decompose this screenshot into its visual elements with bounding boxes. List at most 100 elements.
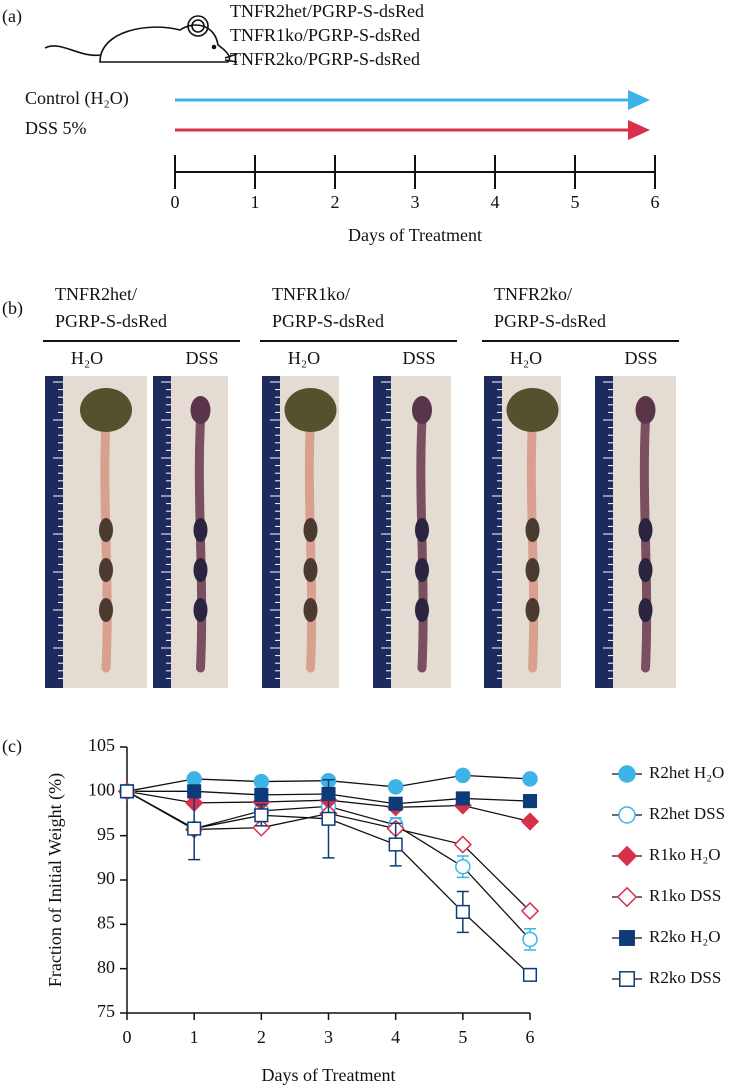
marker (388, 796, 403, 811)
control-label: Control (H₂O) (25, 88, 129, 109)
timeline-label: Days of Treatment (348, 225, 482, 245)
marker (388, 837, 403, 852)
strain-label: TNFR2het/PGRP-S-dsRed (230, 1, 424, 21)
fecal-pellet (638, 558, 653, 582)
timeline-tick-label: 2 (331, 192, 340, 212)
timeline-tick-label: 3 (411, 192, 420, 212)
marker (254, 808, 269, 823)
fecal-pellet (99, 598, 113, 622)
panel-label: (a) (2, 6, 22, 27)
marker (619, 930, 635, 946)
x-tick-label: 3 (324, 1027, 333, 1047)
condition-label: DSS (624, 348, 657, 368)
ruler (373, 376, 391, 688)
colon-tissue (100, 415, 112, 673)
marker (455, 767, 471, 784)
colon-tissue (526, 415, 539, 673)
marker (522, 771, 538, 787)
y-tick-label: 95 (97, 824, 115, 844)
fecal-pellet (415, 518, 429, 542)
ruler (45, 376, 63, 688)
marker (387, 779, 404, 795)
condition-label: H₂O (71, 348, 103, 368)
colon-tissue (639, 415, 652, 673)
y-tick-label: 100 (88, 779, 115, 799)
y-axis-label: Fraction of Initial Weight (%) (45, 773, 66, 987)
marker (253, 773, 270, 790)
x-axis-label: Days of Treatment (262, 1065, 396, 1085)
fecal-pellet (99, 518, 113, 542)
group-label: TNFR2het/ (55, 284, 137, 304)
group-label: PGRP-S-dsRed (55, 311, 167, 331)
cecum (412, 396, 432, 424)
x-tick-label: 6 (526, 1027, 535, 1047)
ruler (595, 376, 613, 688)
ruler (484, 376, 502, 688)
colon-tissue (304, 415, 317, 673)
marker (520, 812, 540, 831)
group-label: PGRP-S-dsRed (494, 311, 606, 331)
marker (616, 886, 638, 908)
fecal-pellet (303, 598, 318, 622)
colon-tissue (194, 415, 207, 673)
condition-label: H₂O (288, 348, 320, 368)
condition-label: DSS (402, 348, 435, 368)
marker (119, 784, 135, 799)
timeline-tick-label: 1 (251, 192, 260, 212)
cecum (190, 396, 211, 424)
timeline-tick-label: 0 (171, 192, 180, 212)
panel-label: (b) (2, 298, 23, 319)
condition-label: H₂O (510, 348, 542, 368)
marker (616, 845, 638, 867)
y-tick-label: 105 (88, 735, 115, 755)
marker (455, 858, 471, 875)
marker (187, 821, 202, 836)
legend-label: R1ko DSS (649, 886, 721, 905)
timeline-tick-label: 4 (491, 192, 500, 212)
group-label: TNFR2ko/ (494, 284, 572, 304)
group-label: PGRP-S-dsRed (272, 311, 384, 331)
marker (618, 806, 636, 824)
marker (522, 967, 538, 982)
cecum (635, 396, 656, 424)
marker (453, 835, 472, 854)
marker (619, 971, 635, 987)
x-tick-label: 0 (123, 1027, 132, 1047)
x-tick-label: 5 (458, 1027, 467, 1047)
y-tick-label: 80 (97, 957, 115, 977)
colon-tissue (416, 415, 428, 673)
marker (618, 765, 636, 783)
marker (522, 794, 538, 809)
fecal-pellet (525, 598, 540, 622)
x-tick-label: 2 (257, 1027, 266, 1047)
x-tick-label: 4 (391, 1027, 400, 1047)
marker (321, 811, 336, 826)
marker (455, 791, 470, 806)
x-tick-label: 1 (190, 1027, 199, 1047)
marker (252, 818, 271, 837)
arrow-head (628, 90, 650, 110)
arrow-head (628, 120, 650, 140)
legend-label: R2het H₂O (649, 763, 724, 782)
group-label: TNFR1ko/ (272, 284, 350, 304)
legend-label: R2het DSS (649, 804, 725, 823)
fecal-pellet (193, 558, 208, 582)
marker (254, 787, 269, 802)
mouse-icon (44, 15, 238, 63)
dss-label: DSS 5% (25, 118, 87, 138)
strain-label: TNFR2ko/PGRP-S-dsRed (230, 49, 420, 69)
ruler (262, 376, 280, 688)
cecum (284, 388, 337, 432)
fecal-pellet (525, 518, 540, 542)
legend-label: R1ko H₂O (649, 845, 721, 864)
y-tick-label: 85 (97, 912, 115, 932)
fecal-pellet (99, 558, 113, 582)
fecal-pellet (193, 518, 208, 542)
fecal-pellet (525, 558, 540, 582)
marker (520, 901, 540, 921)
marker (455, 904, 470, 919)
legend-label: R2ko H₂O (649, 927, 721, 946)
marker (187, 784, 202, 799)
